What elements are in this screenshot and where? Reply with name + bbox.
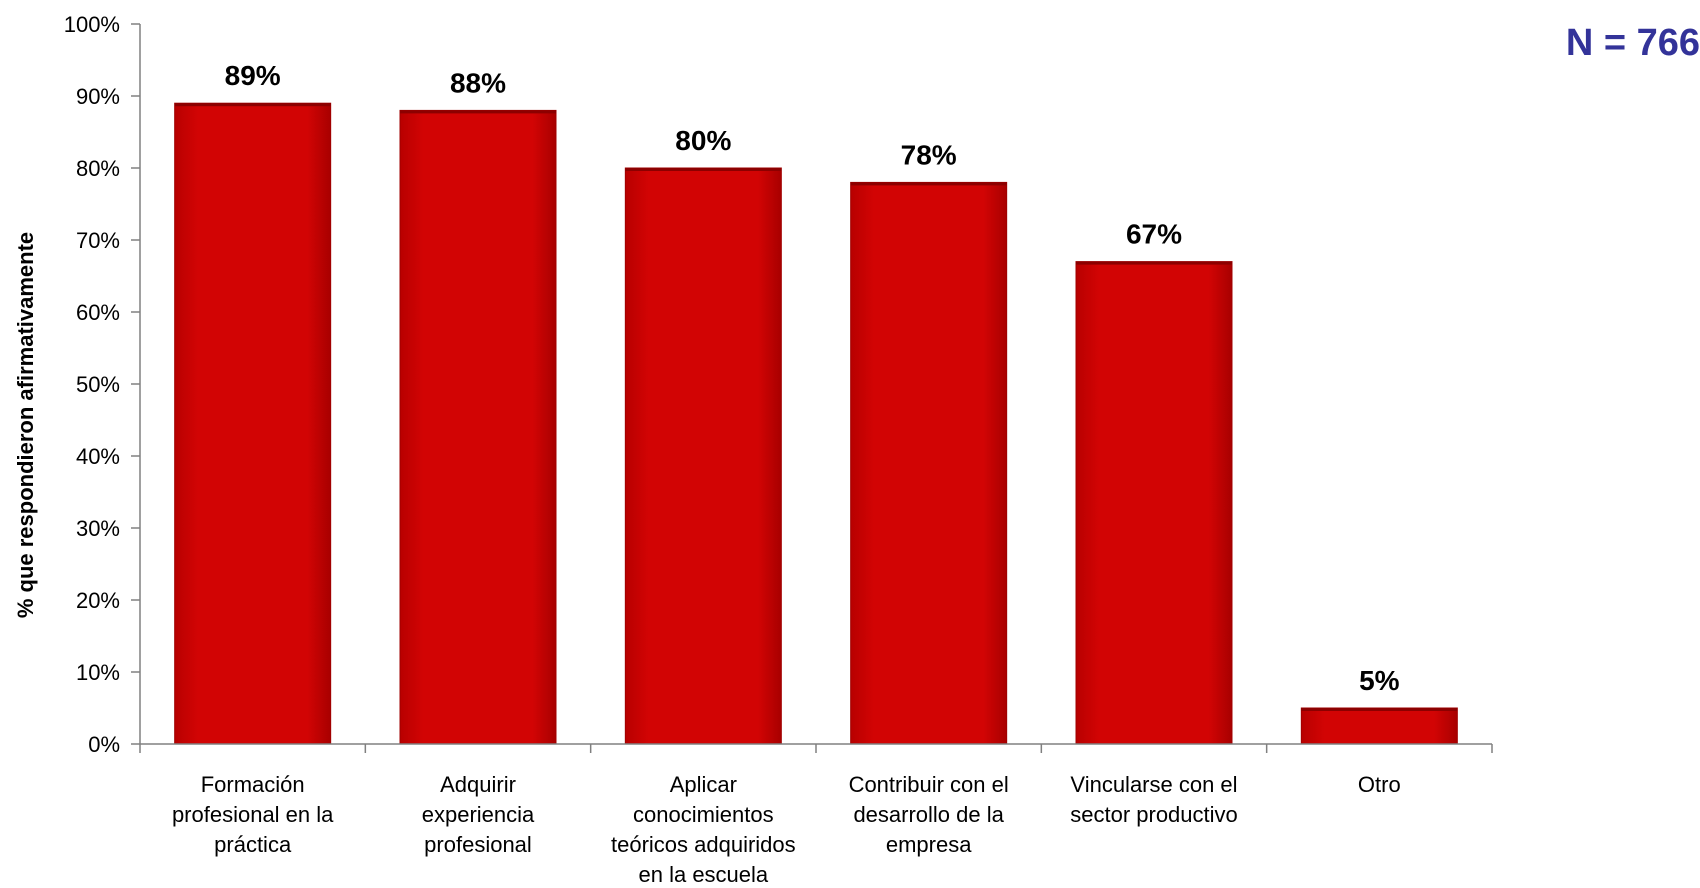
- data-label: 5%: [1359, 665, 1400, 696]
- y-tick-label: 90%: [76, 84, 120, 109]
- category-label: Formación profesional en la práctica: [172, 772, 334, 857]
- category-label: Otro: [1358, 772, 1401, 797]
- category-label: Contribuir con el desarrollo de la empresa: [849, 772, 1009, 857]
- data-label: 78%: [901, 139, 957, 170]
- bar-top-edge: [625, 168, 782, 171]
- y-tick-label: 30%: [76, 516, 120, 541]
- sample-size-annotation: N = 766: [1565, 22, 1700, 64]
- category-label: Vincularse con el sector productivo: [1070, 772, 1238, 827]
- data-label: 80%: [675, 125, 731, 156]
- y-axis-title: % que respondieron afirmativamente: [13, 232, 38, 618]
- data-label: 89%: [225, 60, 281, 91]
- bar: [624, 167, 782, 745]
- y-tick-label: 70%: [76, 228, 120, 253]
- x-axis: Formación profesional en la práctica Adquir…: [139, 743, 1493, 887]
- y-tick-label: 80%: [76, 156, 120, 181]
- data-label: 67%: [1126, 219, 1182, 250]
- bar-top-edge: [1301, 708, 1458, 711]
- bars: 89% 88% 80% 78% 67% 5%: [174, 60, 1458, 745]
- y-tick-label: 40%: [76, 444, 120, 469]
- bar: [850, 181, 1008, 745]
- data-label: 88%: [450, 67, 506, 98]
- y-tick-label: 0%: [88, 732, 120, 757]
- category-label: Adquirir experiencia profesional: [422, 772, 535, 857]
- y-tick-label: 50%: [76, 372, 120, 397]
- bar: [1300, 707, 1458, 745]
- bar-top-edge: [850, 182, 1007, 186]
- y-tick-label: 60%: [76, 300, 120, 325]
- bar-top-edge: [174, 103, 331, 107]
- y-tick-label: 20%: [76, 588, 120, 613]
- y-tick-label: 100%: [64, 12, 120, 37]
- category-label: Aplicar conocimientos teóricos adquiridos e…: [611, 772, 796, 887]
- y-axis: 0% 10% 20% 30% 40% 50% 60% 70% 80% 90% 100%: [64, 12, 141, 757]
- bar-top-edge: [1076, 261, 1232, 265]
- bar: [1075, 261, 1233, 745]
- bar: [399, 109, 557, 745]
- bar-top-edge: [400, 110, 556, 114]
- y-tick-label: 10%: [76, 660, 120, 685]
- bar: [174, 102, 332, 745]
